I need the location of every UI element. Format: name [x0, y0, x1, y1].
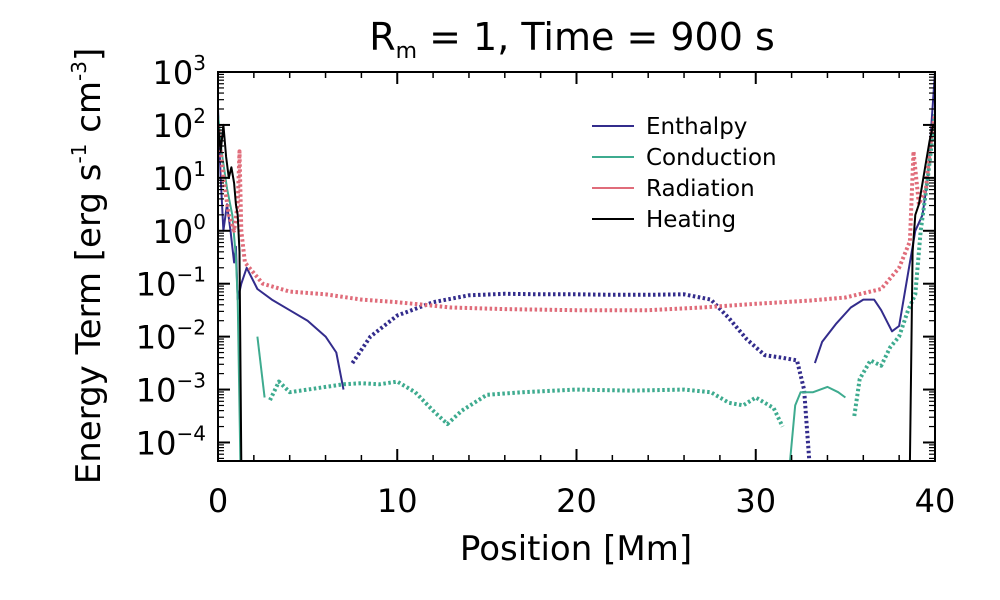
legend: Enthalpy Conduction Radiation Heating	[592, 114, 777, 233]
conduction-line-segment-5	[852, 114, 935, 417]
conduction-line-segment-3	[268, 379, 785, 428]
y-tick-label: 102	[153, 104, 206, 145]
x-tick-label: 20	[556, 482, 597, 520]
y-tick-label: 10−4	[136, 421, 206, 462]
enthalpy-line-segment-2	[350, 291, 812, 461]
series-layer	[218, 72, 935, 461]
x-tick-label: 0	[208, 482, 228, 520]
y-axis-label: Energy Term [erg s-1 cm-3]	[67, 48, 109, 485]
plot-frame	[217, 71, 936, 462]
enthalpy-line-segment-1	[218, 108, 345, 390]
heating-line-segment-1	[218, 123, 243, 461]
legend-label-conduction: Conduction	[646, 145, 777, 171]
radiation-line-segment-1	[218, 113, 935, 313]
y-tick-label: 10−2	[136, 316, 206, 357]
series-radiation	[218, 113, 935, 313]
x-tick-label: 40	[915, 482, 956, 520]
x-axis-label: Position [Mm]	[460, 529, 692, 569]
conduction-line-segment-2	[256, 336, 266, 398]
y-tick-label: 10−1	[136, 263, 206, 304]
y-tick-label: 10−3	[136, 369, 206, 410]
legend-label-heating: Heating	[646, 207, 736, 233]
legend-label-enthalpy: Enthalpy	[646, 114, 747, 140]
ticks-layer: 0 10 20 30 40 103 102 101 100 10−1 10−2 10−3 10−4	[136, 51, 956, 520]
legend-label-radiation: Radiation	[646, 176, 755, 202]
y-tick-label: 101	[153, 157, 206, 198]
series-conduction	[218, 114, 935, 461]
conduction-line-segment-4	[789, 385, 846, 461]
series-enthalpy	[218, 72, 935, 461]
chart-title: Rm = 1, Time = 900 s	[369, 15, 775, 64]
enthalpy-line-segment-3	[813, 72, 935, 364]
x-tick-label: 10	[377, 482, 418, 520]
y-tick-label: 103	[153, 51, 206, 92]
x-tick-label: 30	[735, 482, 776, 520]
y-tick-label: 100	[153, 210, 206, 251]
